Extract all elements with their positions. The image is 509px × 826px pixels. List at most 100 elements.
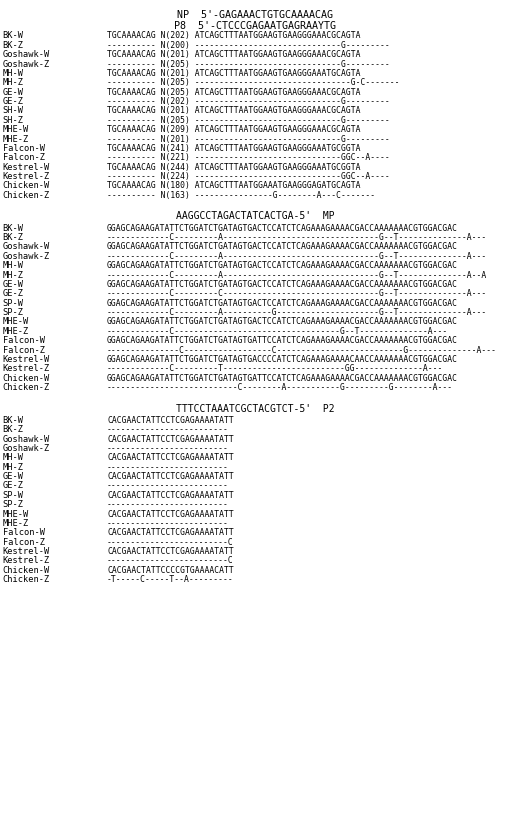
Text: Falcon-Z: Falcon-Z xyxy=(3,154,44,163)
Text: Chicken-W: Chicken-W xyxy=(3,566,50,575)
Text: SH-Z: SH-Z xyxy=(3,116,23,125)
Text: ---------- N(205) ------------------------------G---------: ---------- N(205) ----------------------… xyxy=(107,116,389,125)
Text: -------------C---------T-------------------------GG--------------A---: -------------C---------T----------------… xyxy=(107,364,443,373)
Text: Chicken-Z: Chicken-Z xyxy=(3,191,50,200)
Text: Kestrel-Z: Kestrel-Z xyxy=(3,364,50,373)
Text: Falcon-W: Falcon-W xyxy=(3,144,44,153)
Text: CACGAACTATTCCTCGAGAAAATATT: CACGAACTATTCCTCGAGAAAATATT xyxy=(107,529,234,538)
Text: TGCAAAACAG N(205) ATCAGCTTTAATGGAAGTGAAGGGAAACGCAGTA: TGCAAAACAG N(205) ATCAGCTTTAATGGAAGTGAAG… xyxy=(107,88,360,97)
Text: Falcon-Z: Falcon-Z xyxy=(3,538,44,547)
Text: -------------------------C: -------------------------C xyxy=(107,538,234,547)
Text: BK-W: BK-W xyxy=(3,31,23,40)
Text: MHE-Z: MHE-Z xyxy=(3,135,29,144)
Text: SP-Z: SP-Z xyxy=(3,501,23,510)
Text: Falcon-Z: Falcon-Z xyxy=(3,345,44,354)
Text: -------------C---------A----------G---------------------G--T--------------A---: -------------C---------A----------G-----… xyxy=(107,308,487,317)
Text: MH-Z: MH-Z xyxy=(3,463,23,472)
Text: MHE-W: MHE-W xyxy=(3,317,29,326)
Text: CACGAACTATTCCTCGAGAAAATATT: CACGAACTATTCCTCGAGAAAATATT xyxy=(107,415,234,425)
Text: ---------- N(200) ------------------------------G---------: ---------- N(200) ----------------------… xyxy=(107,40,389,50)
Text: SH-W: SH-W xyxy=(3,107,23,116)
Text: MH-W: MH-W xyxy=(3,261,23,270)
Text: ---------- N(163) ----------------G--------A---C-------: ---------- N(163) ----------------G-----… xyxy=(107,191,375,200)
Text: GGAGCAGAAGATATTCTGGATCTGATAGTGACTCCATCTCAGAAAGAAAACGACCAAAAAAACGTGGACGAC: GGAGCAGAAGATATTCTGGATCTGATAGTGACTCCATCTC… xyxy=(107,224,457,233)
Text: ---------- N(205) ------------------------------G---------: ---------- N(205) ----------------------… xyxy=(107,59,389,69)
Text: Kestrel-W: Kestrel-W xyxy=(3,163,50,172)
Text: BK-W: BK-W xyxy=(3,415,23,425)
Text: ---------- N(205) --------------------------------G-C-------: ---------- N(205) ----------------------… xyxy=(107,78,399,88)
Text: TGCAAAACAG N(244) ATCAGCTTTAATGGAAGTGAAGGGAAATGCGGTA: TGCAAAACAG N(244) ATCAGCTTTAATGGAAGTGAAG… xyxy=(107,163,360,172)
Text: Falcon-W: Falcon-W xyxy=(3,336,44,345)
Text: SP-W: SP-W xyxy=(3,491,23,500)
Text: -------------C---------A--------------------------------G--T--------------A---: -------------C---------A----------------… xyxy=(107,252,487,261)
Text: Kestrel-W: Kestrel-W xyxy=(3,547,50,556)
Text: -------------------------: ------------------------- xyxy=(107,482,229,491)
Text: ---------- N(224) ------------------------------GGC--A----: ---------- N(224) ----------------------… xyxy=(107,172,389,181)
Text: -------------------------: ------------------------- xyxy=(107,501,229,510)
Text: MH-W: MH-W xyxy=(3,453,23,463)
Text: TGCAAAACAG N(201) ATCAGCTTTAATGGAAGTGAAGGGAAACGCAGTA: TGCAAAACAG N(201) ATCAGCTTTAATGGAAGTGAAG… xyxy=(107,50,360,59)
Text: Kestrel-Z: Kestrel-Z xyxy=(3,557,50,566)
Text: CACGAACTATTCCTCGAGAAAATATT: CACGAACTATTCCTCGAGAAAATATT xyxy=(107,453,234,463)
Text: Kestrel-Z: Kestrel-Z xyxy=(3,172,50,181)
Text: Goshawk-W: Goshawk-W xyxy=(3,50,50,59)
Text: Falcon-W: Falcon-W xyxy=(3,529,44,538)
Text: GGAGCAGAAGATATTCTGGATCTGATAGTGACCCCATCTCAGAAAGAAAACAACCAAAAAAACGTGGACGAC: GGAGCAGAAGATATTCTGGATCTGATAGTGACCCCATCTC… xyxy=(107,355,457,364)
Text: GGAGCAGAAGATATTCTGGATCTGATAGTGACTCCATCTCAGAAAGAAAACGACCAAAAAAACGTGGACGAC: GGAGCAGAAGATATTCTGGATCTGATAGTGACTCCATCTC… xyxy=(107,242,457,251)
Text: GE-W: GE-W xyxy=(3,88,23,97)
Text: SP-W: SP-W xyxy=(3,299,23,307)
Text: Goshawk-W: Goshawk-W xyxy=(3,242,50,251)
Text: P8  5'-CTCCCGAGAATGAGRAAYTG: P8 5'-CTCCCGAGAATGAGRAAYTG xyxy=(174,21,335,31)
Text: CACGAACTATTCCTCGAGAAAATATT: CACGAACTATTCCTCGAGAAAATATT xyxy=(107,472,234,481)
Text: CACGAACTATTCCTCGAGAAAATATT: CACGAACTATTCCTCGAGAAAATATT xyxy=(107,491,234,500)
Text: -------------C---------C--------------------------------G--T--------------A---: -------------C---------C----------------… xyxy=(107,289,487,298)
Text: BK-Z: BK-Z xyxy=(3,425,23,434)
Text: -------------C---------A--------------------------------G--T--------------A--A: -------------C---------A----------------… xyxy=(107,271,487,279)
Text: -------------------------: ------------------------- xyxy=(107,444,229,453)
Text: CACGAACTATTCCCCGTGAAAACATT: CACGAACTATTCCCCGTGAAAACATT xyxy=(107,566,234,575)
Text: CACGAACTATTCCTCGAGAAAATATT: CACGAACTATTCCTCGAGAAAATATT xyxy=(107,547,234,556)
Text: -------------C---------A--------------------------------G--T--------------A---: -------------C---------A----------------… xyxy=(107,233,487,242)
Text: CACGAACTATTCCTCGAGAAAATATT: CACGAACTATTCCTCGAGAAAATATT xyxy=(107,510,234,519)
Text: MH-Z: MH-Z xyxy=(3,78,23,88)
Text: -------------------------: ------------------------- xyxy=(107,425,229,434)
Text: -------------C----------------------------------G--T--------------A---: -------------C--------------------------… xyxy=(107,327,447,336)
Text: MH-Z: MH-Z xyxy=(3,271,23,279)
Text: Goshawk-W: Goshawk-W xyxy=(3,434,50,444)
Text: GE-Z: GE-Z xyxy=(3,289,23,298)
Text: ---------------C------------------C--------------------------G--------------A---: ---------------C------------------C-----… xyxy=(107,345,496,354)
Text: Goshawk-Z: Goshawk-Z xyxy=(3,444,50,453)
Text: GE-Z: GE-Z xyxy=(3,97,23,106)
Text: NP  5'-GAGAAACTGTGCAAAACAG: NP 5'-GAGAAACTGTGCAAAACAG xyxy=(177,10,332,20)
Text: Chicken-Z: Chicken-Z xyxy=(3,383,50,392)
Text: BK-Z: BK-Z xyxy=(3,40,23,50)
Text: Chicken-W: Chicken-W xyxy=(3,373,50,382)
Text: Goshawk-Z: Goshawk-Z xyxy=(3,59,50,69)
Text: Goshawk-Z: Goshawk-Z xyxy=(3,252,50,261)
Text: ---------------------------C--------A-----------G---------G--------A---: ---------------------------C--------A---… xyxy=(107,383,453,392)
Text: MH-W: MH-W xyxy=(3,69,23,78)
Text: GGAGCAGAAGATATTCTGGATCTGATAGTGACTCCATCTCAGAAAGAAAACGACCAAAAAAACGTGGACGAC: GGAGCAGAAGATATTCTGGATCTGATAGTGACTCCATCTC… xyxy=(107,317,457,326)
Text: MHE-W: MHE-W xyxy=(3,126,29,135)
Text: CACGAACTATTCCTCGAGAAAATATT: CACGAACTATTCCTCGAGAAAATATT xyxy=(107,434,234,444)
Text: SP-Z: SP-Z xyxy=(3,308,23,317)
Text: Chicken-Z: Chicken-Z xyxy=(3,575,50,584)
Text: MHE-Z: MHE-Z xyxy=(3,519,29,528)
Text: ---------- N(202) ------------------------------G---------: ---------- N(202) ----------------------… xyxy=(107,97,389,106)
Text: GE-W: GE-W xyxy=(3,280,23,289)
Text: GGAGCAGAAGATATTCTGGATCTGATAGTGACTCCATCTCAGAAAGAAAACGACCAAAAAAACGTGGACGAC: GGAGCAGAAGATATTCTGGATCTGATAGTGACTCCATCTC… xyxy=(107,280,457,289)
Text: -------------------------: ------------------------- xyxy=(107,463,229,472)
Text: TGCAAAACAG N(201) ATCAGCTTTAATGGAAGTGAAGGGAAATGCAGTA: TGCAAAACAG N(201) ATCAGCTTTAATGGAAGTGAAG… xyxy=(107,69,360,78)
Text: AAGGCCTAGACTATCACTGA-5'  MP: AAGGCCTAGACTATCACTGA-5' MP xyxy=(175,211,334,221)
Text: -------------------------: ------------------------- xyxy=(107,519,229,528)
Text: TGCAAAACAG N(241) ATCAGCTTTAATGGAAGTGAAGGGAAATGCGGTA: TGCAAAACAG N(241) ATCAGCTTTAATGGAAGTGAAG… xyxy=(107,144,360,153)
Text: BK-Z: BK-Z xyxy=(3,233,23,242)
Text: BK-W: BK-W xyxy=(3,224,23,233)
Text: Kestrel-W: Kestrel-W xyxy=(3,355,50,364)
Text: -------------------------C: -------------------------C xyxy=(107,557,234,566)
Text: GGAGCAGAAGATATTCTGGATCTGATAGTGACTCCATCTCAGAAAGAAAACGACCAAAAAAACGTGGACGAC: GGAGCAGAAGATATTCTGGATCTGATAGTGACTCCATCTC… xyxy=(107,299,457,307)
Text: MHE-Z: MHE-Z xyxy=(3,327,29,336)
Text: TGCAAAACAG N(202) ATCAGCTTTAATGGAAGTGAAGGGAAACGCAGTA: TGCAAAACAG N(202) ATCAGCTTTAATGGAAGTGAAG… xyxy=(107,31,360,40)
Text: ---------- N(221) ------------------------------GGC--A----: ---------- N(221) ----------------------… xyxy=(107,154,389,163)
Text: GE-W: GE-W xyxy=(3,472,23,481)
